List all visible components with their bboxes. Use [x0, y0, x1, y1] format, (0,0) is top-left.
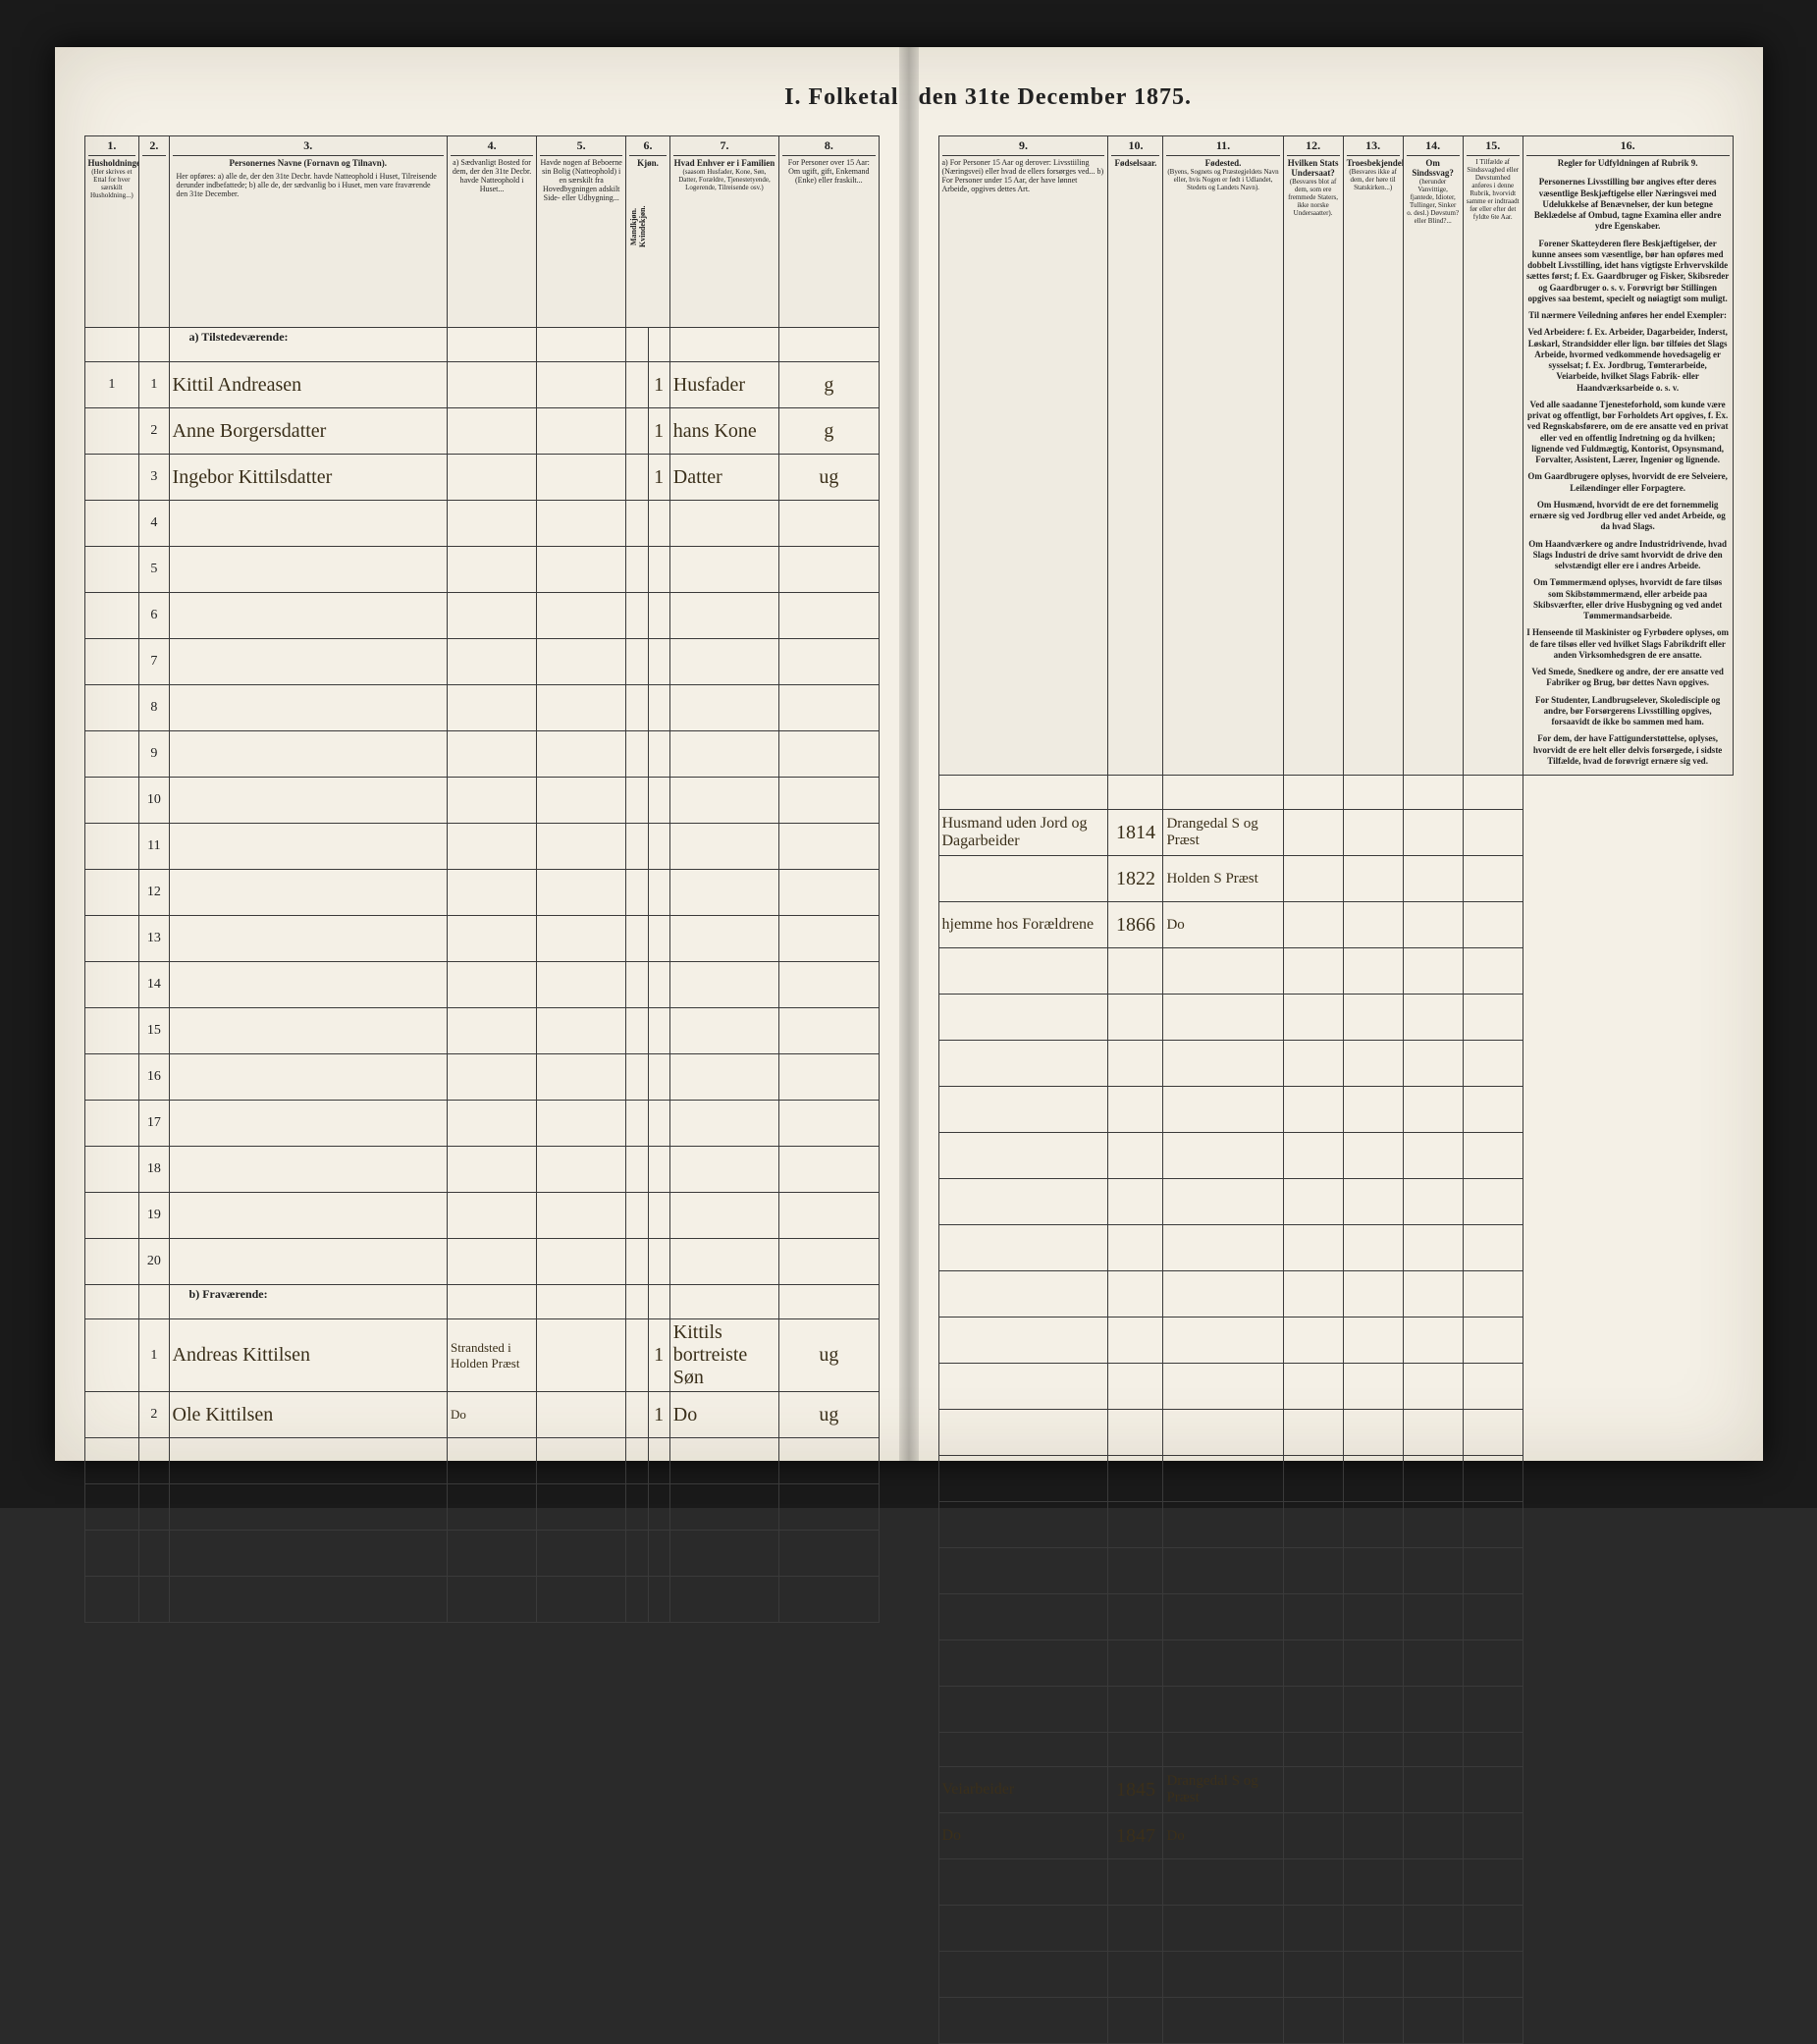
table-row: 4 [84, 501, 879, 547]
table-row: 3Ingebor Kittilsdatter1Datterug [84, 455, 879, 501]
table-row: 1Andreas KittilsenStrandsted i Holden Pr… [84, 1319, 879, 1392]
table-row: 10 [84, 778, 879, 824]
ledger-table-left: 1.Husholdninger.(Her skrives et Ettal fo… [84, 135, 880, 1623]
table-row [938, 948, 1733, 995]
col-12-header: 12.Hvilken Stats Undersaat?(Besvares blo… [1283, 136, 1343, 776]
table-row: 12 [84, 870, 879, 916]
book-scan: I. Folketal 1.Husholdninger.(Her skrives… [0, 0, 1817, 1508]
section-row [938, 776, 1733, 810]
table-row: 8 [84, 685, 879, 731]
section-row: b) Fraværende: [84, 1285, 879, 1319]
table-row [938, 1687, 1733, 1733]
rules-paragraph: Ved Arbeidere: f. Ex. Arbeider, Dagarbei… [1526, 327, 1730, 394]
table-row [938, 1906, 1733, 1952]
table-row: 17 [84, 1101, 879, 1147]
table-row [938, 1225, 1733, 1271]
col-5-header: 5.Havde nogen af Beboerne sin Bolig (Nat… [537, 136, 626, 328]
table-row: Husmand uden Jord og Dagarbeider1814Dran… [938, 810, 1733, 856]
table-row [84, 1484, 879, 1531]
col-10-header: 10.Fødselsaar. [1108, 136, 1163, 776]
table-row [938, 1859, 1733, 1906]
col-2-header: 2. [139, 136, 169, 328]
table-row [84, 1577, 879, 1623]
table-row: 7 [84, 639, 879, 685]
table-row: 18 [84, 1147, 879, 1193]
section-row: a) Tilstedeværende: [84, 328, 879, 362]
table-row [938, 1456, 1733, 1502]
rules-paragraph: Om Husmænd, hvorvidt de ere det fornemme… [1526, 500, 1730, 533]
book-spine [899, 47, 919, 1461]
table-row [938, 1133, 1733, 1179]
rules-paragraph: Til nærmere Veiledning anføres her endel… [1526, 310, 1730, 321]
table-row: 19 [84, 1193, 879, 1239]
table-row: 13 [84, 916, 879, 962]
table-row [938, 1364, 1733, 1410]
table-row [938, 995, 1733, 1041]
table-row: hjemme hos Forældrene1866Do [938, 902, 1733, 948]
table-row: 20 [84, 1239, 879, 1285]
table-row: Do1847Do [938, 1813, 1733, 1859]
page-title-right: den 31te December 1875. [909, 84, 1763, 111]
col-14-header: 14.Om Sindssvag?(herunder Vanvittige, fj… [1403, 136, 1463, 776]
page-title-left: I. Folketal [55, 84, 909, 111]
col-6-header: 6.Kjøn.Mandkjøn.Kvindekjøn. [626, 136, 670, 328]
rules-paragraph: Personernes Livsstilling bør angives eft… [1526, 177, 1730, 232]
table-row [938, 1179, 1733, 1225]
col-1-header: 1.Husholdninger.(Her skrives et Ettal fo… [84, 136, 139, 328]
rules-paragraph: Ved Smede, Snedkere og andre, der ere an… [1526, 667, 1730, 689]
table-row [938, 1318, 1733, 1364]
table-row: 11Kittil Andreasen1Husfaderg [84, 362, 879, 408]
col-16-rules: 16.Regler for Udfyldningen af Rubrik 9.P… [1523, 136, 1733, 776]
table-row: 14 [84, 962, 879, 1008]
rules-paragraph: For Studenter, Landbrugselever, Skoledis… [1526, 695, 1730, 728]
table-row [938, 1548, 1733, 1594]
section-row [938, 1733, 1733, 1767]
table-row: 2Ole KittilsenDo1Doug [84, 1392, 879, 1438]
table-row: 5 [84, 547, 879, 593]
rules-paragraph: Om Tømmermænd oplyses, hvorvidt de fare … [1526, 577, 1730, 621]
table-row [938, 1502, 1733, 1548]
page-spread: I. Folketal 1.Husholdninger.(Her skrives… [55, 47, 1763, 1461]
col-4-header: 4.a) Sædvanligt Bosted for dem, der den … [448, 136, 537, 328]
right-page: den 31te December 1875. 9.a) For Persone… [909, 47, 1763, 1461]
col-7-header: 7.Hvad Enhver er i Familien(saasom Husfa… [669, 136, 778, 328]
table-row: 16 [84, 1054, 879, 1101]
col-13-header: 13.Troesbekjendelse.(Besvares ikke af de… [1343, 136, 1403, 776]
col-3-header: 3.Personernes Navne (Fornavn og Tilnavn)… [169, 136, 447, 328]
rules-paragraph: Om Haandværkere og andre Industridrivend… [1526, 539, 1730, 572]
table-row: 15 [84, 1008, 879, 1054]
table-row [938, 1998, 1733, 2044]
table-row [938, 1641, 1733, 1687]
table-row [938, 1410, 1733, 1456]
col-15-header: 15.I Tilfælde af Sindssvaghed eller Døvs… [1463, 136, 1523, 776]
rules-paragraph: Ved alle saadanne Tjenesteforhold, som k… [1526, 400, 1730, 466]
table-row [938, 1952, 1733, 1998]
left-page: I. Folketal 1.Husholdninger.(Her skrives… [55, 47, 909, 1461]
rules-paragraph: Forener Skatteyderen flere Beskjæftigels… [1526, 239, 1730, 305]
table-row [84, 1438, 879, 1484]
table-row: 6 [84, 593, 879, 639]
table-row [938, 1594, 1733, 1641]
rules-paragraph: I Henseende til Maskinister og Fyrbødere… [1526, 627, 1730, 661]
table-row [938, 1087, 1733, 1133]
table-row: 11 [84, 824, 879, 870]
col-11-header: 11.Fødested.(Byens, Sognets og Præstegje… [1163, 136, 1283, 776]
table-row: 2Anne Borgersdatter1hans Koneg [84, 408, 879, 455]
col-8-header: 8.For Personer over 15 Aar: Om ugift, gi… [779, 136, 879, 328]
table-row: 1822Holden S Præst [938, 856, 1733, 902]
col-9-header: 9.a) For Personer 15 Aar og derover: Liv… [938, 136, 1108, 776]
table-row [84, 1531, 879, 1577]
ledger-table-right: 9.a) For Personer 15 Aar og derover: Liv… [938, 135, 1734, 2044]
rules-paragraph: For dem, der have Fattigunderstøttelse, … [1526, 733, 1730, 767]
rules-paragraph: Om Gaardbrugere oplyses, hvorvidt de ere… [1526, 471, 1730, 494]
table-row: 9 [84, 731, 879, 778]
table-row [938, 1271, 1733, 1318]
table-row [938, 1041, 1733, 1087]
table-row: Veiarbeider1845Drangedal S og Præst [938, 1767, 1733, 1813]
